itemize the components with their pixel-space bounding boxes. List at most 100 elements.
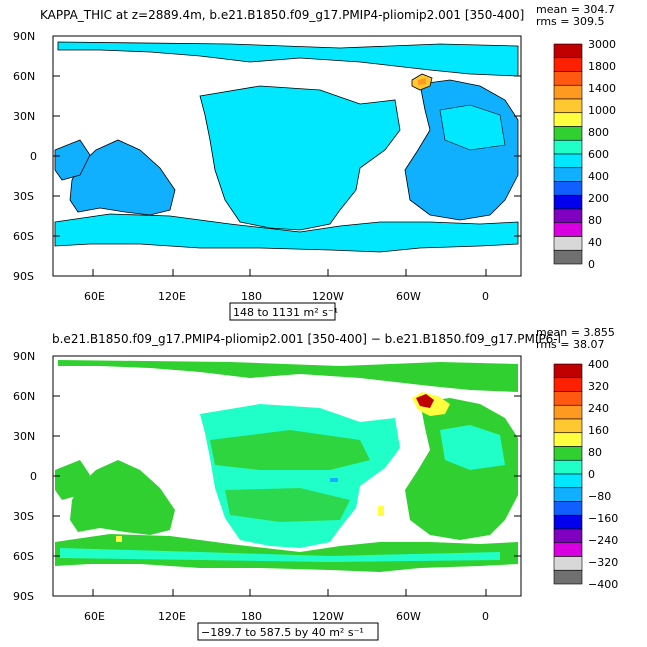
svg-text:120W: 120W (312, 290, 344, 303)
bottom-rms-stat: rms = 38.07 (536, 338, 604, 351)
bottom-map-panel: b.e21.B1850.f09_g17.PMIP4-pliomip2.001 [… (13, 326, 618, 641)
colorbar-swatch (553, 377, 583, 392)
svg-text:30S: 30S (13, 190, 34, 203)
colorbar-swatch (553, 446, 583, 461)
colorbar-swatch (553, 249, 583, 265)
top-lon-axis: 60E 120E 180 120W 60W 0 (84, 269, 489, 303)
colorbar-swatch (553, 542, 583, 557)
bottom-lon-axis: 60E 120E 180 120W 60W 0 (84, 589, 489, 623)
colorbar-swatch (553, 167, 583, 182)
top-range-box (229, 302, 336, 321)
bottom-colorbar: 400 320 240 160 80 0 −80 −160 −240 −320 −400 (553, 358, 618, 591)
colorbar-swatch (553, 569, 583, 585)
colorbar-label: 1400 (588, 82, 616, 95)
colorbar-label: 3000 (588, 38, 616, 51)
top-ocean-field (54, 41, 519, 253)
colorbar-swatch (553, 126, 583, 141)
colorbar-swatch (553, 528, 583, 544)
svg-text:60E: 60E (84, 610, 105, 623)
svg-text:180: 180 (241, 610, 262, 623)
colorbar-swatch (553, 556, 583, 571)
colorbar-label: 0 (588, 468, 595, 481)
bottom-lat-axis: 90N 60N 30N 0 30S 60S 90S (13, 350, 521, 603)
colorbar-swatch (553, 208, 583, 224)
colorbar-swatch (553, 112, 583, 127)
colorbar-label: −320 (588, 556, 618, 569)
svg-text:0: 0 (482, 290, 489, 303)
colorbar-label: 200 (588, 192, 609, 205)
svg-text:180: 180 (241, 290, 262, 303)
colorbar-label: 1000 (588, 104, 616, 117)
colorbar-label: 800 (588, 126, 609, 139)
top-range-label: 148 to 1131 m² s⁻¹ (233, 306, 338, 319)
svg-text:120E: 120E (158, 610, 186, 623)
colorbar-label: 80 (588, 214, 602, 227)
colorbar-swatch (553, 459, 583, 475)
colorbar-label: −400 (588, 578, 618, 591)
colorbar-label: 1800 (588, 60, 616, 73)
bottom-range-box (197, 622, 379, 641)
svg-text:60S: 60S (13, 230, 34, 243)
colorbar-label: 80 (588, 446, 602, 459)
svg-text:60W: 60W (396, 290, 421, 303)
svg-text:30N: 30N (13, 430, 35, 443)
colorbar-label: 400 (588, 358, 609, 371)
colorbar-label: 400 (588, 170, 609, 183)
svg-text:60E: 60E (84, 290, 105, 303)
svg-text:60S: 60S (13, 550, 34, 563)
top-map-title: KAPPA_THIC at z=2889.4m, b.e21.B1850.f09… (40, 8, 524, 22)
svg-text:90S: 90S (13, 270, 34, 283)
svg-text:90S: 90S (13, 590, 34, 603)
colorbar-swatch (553, 363, 583, 379)
colorbar-swatch (553, 404, 583, 420)
colorbar-label: 40 (588, 236, 602, 249)
colorbar-swatch (553, 514, 583, 530)
colorbar-swatch (553, 194, 583, 210)
svg-text:0: 0 (30, 470, 37, 483)
svg-text:30N: 30N (13, 110, 35, 123)
top-lat-axis: 90N 60N 30N 0 30S 60S 90S (13, 30, 521, 283)
bottom-mean-stat: mean = 3.855 (536, 326, 615, 339)
colorbar-swatch (553, 57, 583, 72)
colorbar-label: 0 (588, 258, 595, 271)
svg-text:60N: 60N (13, 70, 35, 83)
svg-text:60W: 60W (396, 610, 421, 623)
colorbar-swatch (553, 139, 583, 155)
colorbar-swatch (553, 236, 583, 251)
colorbar-label: 600 (588, 148, 609, 161)
colorbar-label: 320 (588, 380, 609, 393)
bottom-map-title: b.e21.B1850.f09_g17.PMIP4-pliomip2.001 [… (52, 332, 561, 346)
colorbar-swatch (553, 222, 583, 237)
colorbar-swatch (553, 501, 583, 516)
colorbar-swatch (553, 487, 583, 502)
colorbar-swatch (553, 43, 583, 59)
svg-text:0: 0 (30, 150, 37, 163)
colorbar-label: −240 (588, 534, 618, 547)
svg-text:90N: 90N (13, 350, 35, 363)
svg-text:120W: 120W (312, 610, 344, 623)
colorbar-swatch (553, 391, 583, 406)
colorbar-swatch (553, 153, 583, 169)
colorbar-swatch (553, 71, 583, 86)
top-rms-stat: rms = 309.5 (536, 15, 604, 28)
colorbar-label: 240 (588, 402, 609, 415)
svg-text:120E: 120E (158, 290, 186, 303)
svg-text:30S: 30S (13, 510, 34, 523)
svg-text:60N: 60N (13, 390, 35, 403)
colorbar-swatch (553, 473, 583, 489)
colorbar-swatch (553, 418, 583, 434)
colorbar-swatch (553, 181, 583, 196)
colorbar-label: −160 (588, 512, 618, 525)
colorbar-swatch (553, 98, 583, 114)
colorbar-label: −80 (588, 490, 611, 503)
top-mean-stat: mean = 304.7 (536, 3, 615, 16)
colorbar-swatch (553, 84, 583, 100)
top-map-panel: KAPPA_THIC at z=2889.4m, b.e21.B1850.f09… (13, 3, 616, 321)
bottom-range-label: −189.7 to 587.5 by 40 m² s⁻¹ (201, 626, 364, 639)
colorbar-label: 160 (588, 424, 609, 437)
bottom-ocean-field (55, 360, 518, 572)
colorbar-swatch (553, 432, 583, 447)
svg-text:90N: 90N (13, 30, 35, 43)
svg-text:0: 0 (482, 610, 489, 623)
